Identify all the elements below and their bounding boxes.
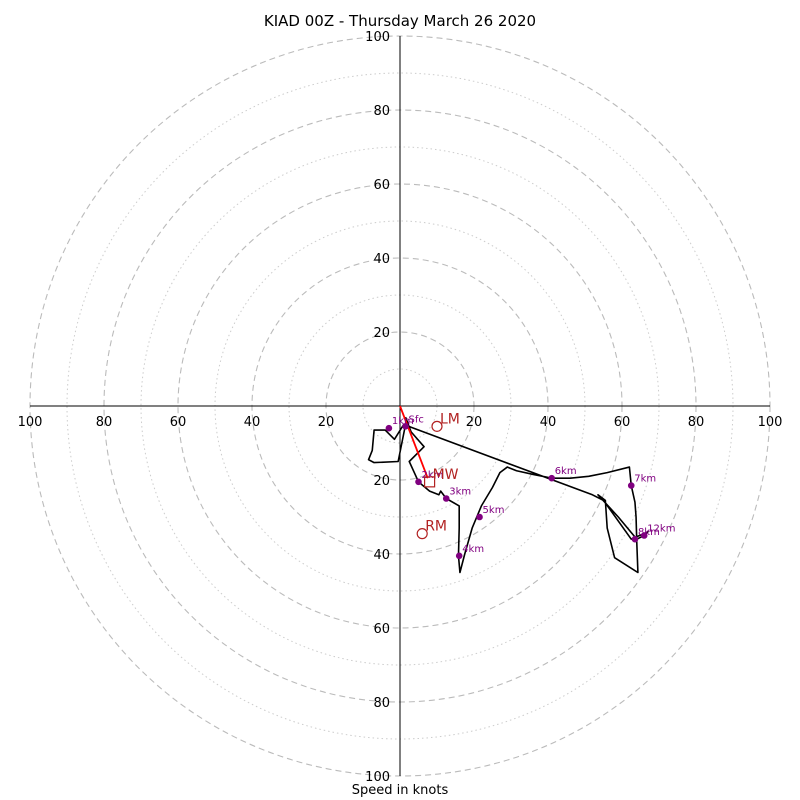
height-label: 3km xyxy=(449,487,471,498)
x-tick-label: 100 xyxy=(758,415,783,430)
y-tick-label: 60 xyxy=(373,178,390,193)
y-tick-label: 80 xyxy=(373,104,390,119)
wind-trace xyxy=(367,416,649,574)
y-tick-label: 40 xyxy=(373,252,390,267)
x-tick-label: 60 xyxy=(614,415,631,430)
height-label: 2km xyxy=(422,470,444,481)
height-label: 7km xyxy=(634,474,656,485)
x-tick-label: 40 xyxy=(244,415,261,430)
height-label: 1km xyxy=(392,416,414,427)
height-point xyxy=(415,478,422,486)
motion-marker xyxy=(416,528,428,540)
y-tick-label: 100 xyxy=(365,770,390,785)
y-tick-label: 60 xyxy=(373,622,390,637)
x-axis-label: Speed in knots xyxy=(351,783,449,798)
x-tick-label: 20 xyxy=(318,415,335,430)
tick-labels: 100 100 100 100 80 80 80 80 60 60 60 60 40 40 40 40 20 20… xyxy=(18,30,783,785)
height-point xyxy=(442,495,450,502)
y-tick-label: 100 xyxy=(365,30,390,45)
height-label: 8km xyxy=(638,527,660,538)
motion-label: MW xyxy=(433,467,459,483)
y-tick-label: 80 xyxy=(373,696,390,711)
height-point xyxy=(548,474,555,482)
y-tick-label: 20 xyxy=(373,474,390,489)
storm-motion-markers: LM MW RM xyxy=(416,411,460,540)
motion-label: LM xyxy=(440,411,460,427)
height-label: 6km xyxy=(555,466,577,477)
height-point xyxy=(455,552,463,560)
x-tick-label: 80 xyxy=(96,415,113,430)
height-point xyxy=(640,532,648,539)
y-tick-label: 20 xyxy=(373,326,390,341)
motion-marker xyxy=(424,476,436,488)
mean-wind-vector xyxy=(399,405,429,479)
height-label: Sfc xyxy=(409,414,424,425)
y-tick-label: 40 xyxy=(373,548,390,563)
height-point xyxy=(385,424,393,432)
chart-title: KIAD 00Z - Thursday March 26 2020 xyxy=(263,12,537,30)
mean-wind-line xyxy=(399,405,429,479)
height-point xyxy=(631,535,639,543)
height-label: 12km xyxy=(647,524,675,535)
motion-marker xyxy=(431,420,443,432)
height-label: 5km xyxy=(483,505,505,516)
x-tick-label: 40 xyxy=(540,415,557,430)
x-tick-label: 100 xyxy=(18,415,43,430)
x-tick-label: 80 xyxy=(688,415,705,430)
height-point xyxy=(402,423,409,430)
height-label: 4km xyxy=(462,544,484,555)
x-tick-label: 20 xyxy=(466,415,483,430)
hodograph-trace xyxy=(367,416,649,574)
x-tick-label: 60 xyxy=(170,415,187,430)
height-point xyxy=(476,513,483,521)
motion-label: RM xyxy=(425,519,447,535)
height-point xyxy=(627,482,635,489)
